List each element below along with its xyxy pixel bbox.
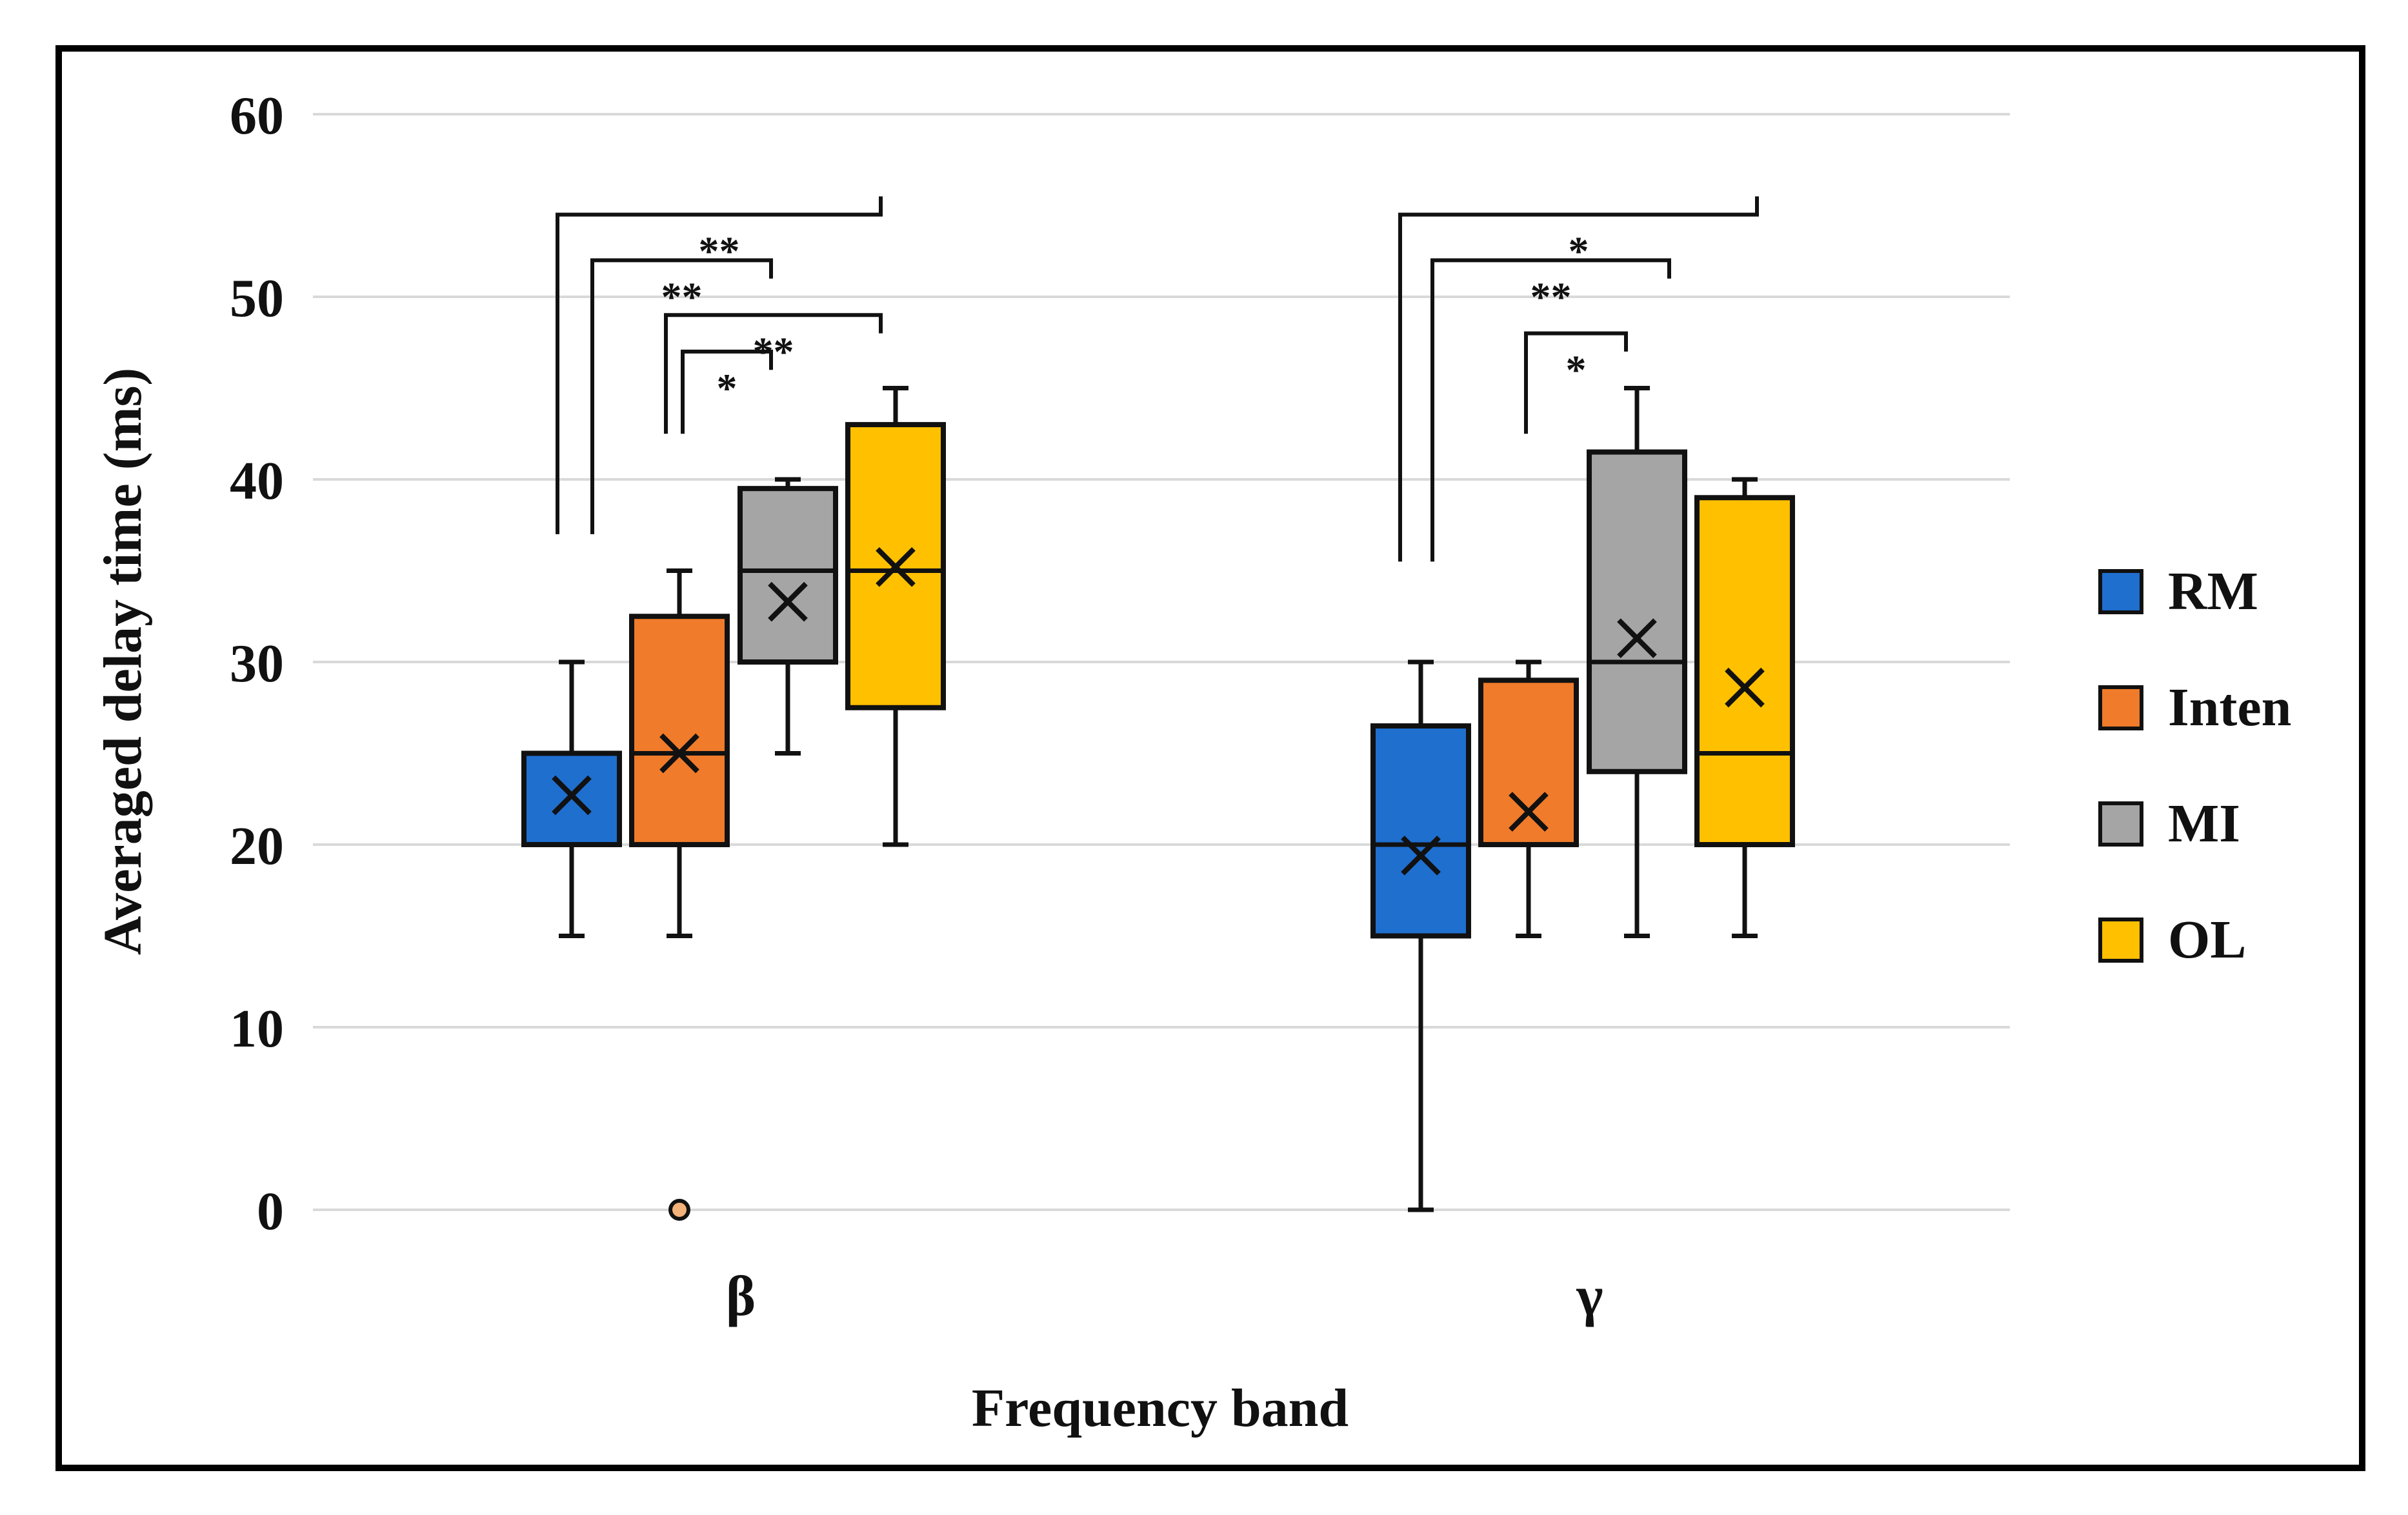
box-inten bbox=[629, 568, 730, 1221]
box-ol bbox=[845, 386, 946, 847]
x-axis-label: Frequency band bbox=[972, 1378, 1349, 1438]
bracket-line bbox=[681, 349, 773, 434]
significance-label: ** bbox=[699, 228, 740, 274]
y-axis-label: Averaged delay time (ms) bbox=[93, 368, 153, 956]
y-tick-label: 30 bbox=[230, 634, 284, 694]
y-tick-label: 50 bbox=[230, 268, 284, 328]
y-tick-label: 0 bbox=[257, 1181, 284, 1241]
legend-item-ol: OL bbox=[2098, 913, 2246, 967]
legend-item-inten: Inten bbox=[2098, 681, 2291, 735]
significance-bracket: ** bbox=[1430, 258, 1671, 562]
box-inten bbox=[1478, 659, 1579, 938]
box-mi bbox=[737, 477, 838, 756]
significance-bracket: * bbox=[1524, 331, 1628, 434]
y-axis-ticks: 0 10 20 30 40 50 60 bbox=[230, 86, 284, 1241]
legend-swatch bbox=[2098, 918, 2143, 963]
mean-marker bbox=[1401, 836, 1441, 876]
legend-label: OL bbox=[2168, 910, 2247, 970]
significance-bracket: ** bbox=[590, 258, 773, 534]
mean-marker bbox=[1617, 618, 1657, 659]
bracket-line bbox=[590, 258, 773, 534]
outlier-point bbox=[668, 1199, 690, 1221]
box-iqr bbox=[737, 486, 838, 665]
legend-swatch bbox=[2098, 685, 2143, 730]
significance-label: ** bbox=[661, 274, 703, 319]
box-series bbox=[521, 386, 1795, 1221]
legend-item-rm: RM bbox=[2098, 565, 2258, 619]
bracket-line bbox=[1430, 258, 1671, 562]
box-mi bbox=[1587, 386, 1687, 938]
box-iqr bbox=[1478, 677, 1579, 848]
y-tick-label: 10 bbox=[230, 999, 284, 1059]
mean-marker bbox=[1725, 667, 1765, 708]
box-iqr bbox=[1587, 449, 1687, 774]
box-iqr bbox=[629, 614, 730, 847]
mean-marker bbox=[1509, 792, 1549, 832]
bracket-line bbox=[556, 196, 883, 534]
significance-bracket: ** bbox=[664, 313, 883, 434]
significance-label: * bbox=[1566, 347, 1587, 393]
y-tick-label: 60 bbox=[230, 86, 284, 146]
box-iqr bbox=[521, 750, 622, 847]
mean-marker bbox=[659, 733, 699, 774]
x-tick-label: β bbox=[726, 1265, 756, 1328]
y-tick-label: 40 bbox=[230, 451, 284, 511]
bracket-line bbox=[1524, 331, 1628, 434]
box-ol bbox=[1694, 477, 1795, 938]
legend-item-mi: MI bbox=[2098, 797, 2240, 851]
legend-label: RM bbox=[2168, 561, 2258, 621]
significance-brackets: *********** bbox=[556, 196, 1759, 562]
bracket-line bbox=[664, 313, 883, 434]
y-tick-label: 20 bbox=[230, 816, 284, 876]
mean-marker bbox=[876, 547, 916, 587]
box-iqr bbox=[1694, 495, 1795, 847]
legend-label: MI bbox=[2168, 794, 2240, 854]
significance-bracket: * bbox=[681, 349, 773, 434]
box-iqr bbox=[1370, 723, 1471, 939]
significance-label: * bbox=[717, 365, 737, 411]
significance-label: ** bbox=[1530, 274, 1572, 319]
legend-swatch bbox=[2098, 801, 2143, 847]
significance-bracket: ** bbox=[556, 196, 883, 534]
legend-label: Inten bbox=[2168, 677, 2292, 737]
significance-label: * bbox=[1569, 228, 1589, 274]
significance-bracket: * bbox=[1398, 196, 1759, 562]
legend-swatch bbox=[2098, 569, 2143, 614]
mean-marker bbox=[552, 775, 592, 816]
figure-frame bbox=[55, 45, 2365, 1471]
box-rm bbox=[1370, 659, 1471, 1212]
bracket-line bbox=[1398, 196, 1759, 562]
x-tick-label: γ bbox=[1576, 1265, 1603, 1328]
mean-marker bbox=[768, 581, 808, 622]
box-rm bbox=[521, 659, 622, 938]
